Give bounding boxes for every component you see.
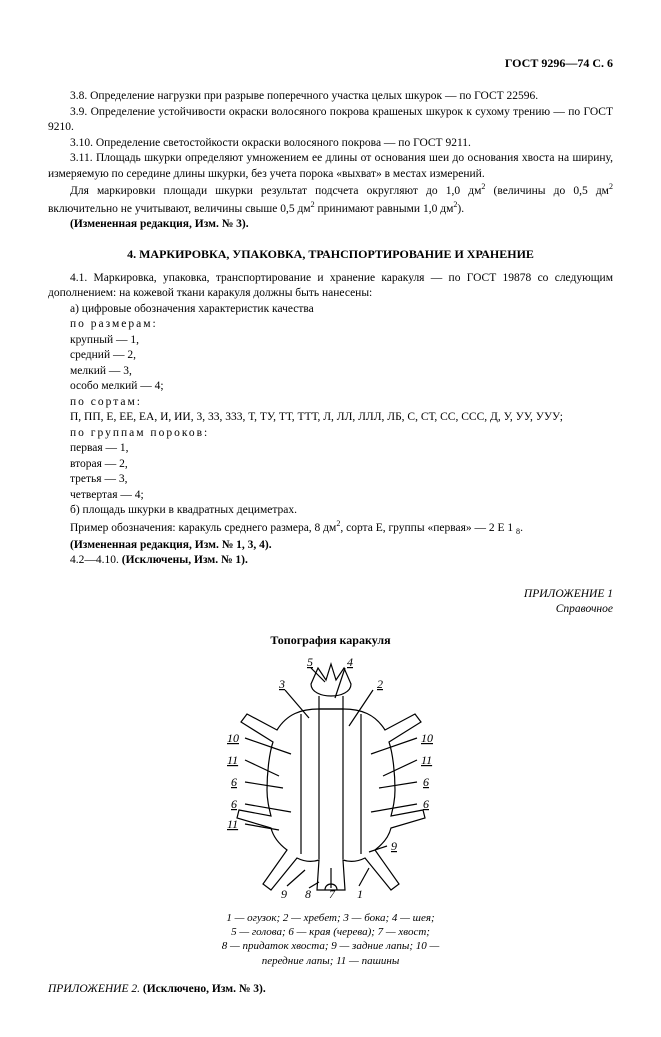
fig-label-10l: 10 (227, 731, 239, 745)
item-b: б) площадь шкурки в квадратных дециметра… (48, 503, 613, 519)
fig-label-3: 3 (278, 677, 285, 691)
caption-line: 5 — голова; 6 — края (черева); 7 — хвост… (231, 926, 430, 938)
label-sizes: по размерам: (48, 317, 613, 333)
paragraph-3-10: 3.10. Определение светостойкости окраски… (48, 136, 613, 152)
label-sorts: по сортам: (48, 395, 613, 411)
figure-title: Топография каракуля (48, 632, 613, 648)
caption-line: 8 — придаток хвоста; 9 — задние лапы; 10… (222, 940, 440, 952)
figure-wrap: 3 5 4 2 10 11 6 6 11 10 11 6 6 9 8 7 1 9 (48, 654, 613, 905)
text-fragment: . (520, 522, 523, 534)
defect-row: третья — 3, (48, 472, 613, 488)
size-row: мелкий — 3, (48, 364, 613, 380)
size-row: средний — 2, (48, 348, 613, 364)
text-fragment: 4.2—4.10. (70, 554, 122, 566)
fig-label-11l2: 11 (227, 817, 238, 831)
edit-note-3-11: (Измененная редакция, Изм. № 3). (48, 217, 613, 233)
appendix-2-label: ПРИЛОЖЕНИЕ 2. (48, 983, 143, 995)
document-page: ГОСТ 9296—74 С. 6 3.8. Определение нагру… (0, 0, 661, 1037)
paragraph-3-11-a: 3.11. Площадь шкурки определяют умножени… (48, 151, 613, 182)
fig-label-11r: 11 (421, 753, 432, 767)
defect-row: первая — 1, (48, 441, 613, 457)
figure-caption: 1 — огузок; 2 — хребет; 3 — бока; 4 — ше… (181, 911, 481, 968)
paragraph-3-8: 3.8. Определение нагрузки при разрыве по… (48, 89, 613, 105)
fig-label-6r: 6 (423, 775, 429, 789)
text-fragment: принимают равными 1,0 дм (315, 202, 454, 214)
appendix-2-line: ПРИЛОЖЕНИЕ 2. (Исключено, Изм. № 3). (48, 982, 613, 998)
example-line: Пример обозначения: каракуль среднего ра… (48, 519, 613, 538)
item-a: а) цифровые обозначения характеристик ка… (48, 302, 613, 318)
size-row: крупный — 1, (48, 333, 613, 349)
fig-label-9r: 9 (391, 839, 397, 853)
sorts-list: П, ПП, Е, ЕЕ, ЕА, И, ИИ, 3, 33, 333, Т, … (48, 410, 613, 426)
appendix-label: ПРИЛОЖЕНИЕ 1 (524, 588, 613, 600)
fig-label-10r: 10 (421, 731, 433, 745)
appendix-2-note: (Исключено, Изм. № 3). (143, 983, 266, 995)
appendix-1-header: ПРИЛОЖЕНИЕ 1 Справочное (48, 587, 613, 618)
text-fragment: Для маркировки площади шкурки результат … (70, 185, 481, 197)
paragraph-4-1-a: 4.1. Маркировка, упаковка, транспортиров… (48, 271, 613, 302)
fig-label-11l: 11 (227, 753, 238, 767)
fig-label-6l2: 6 (231, 797, 237, 811)
paragraph-4-2-4-10: 4.2—4.10. (Исключены, Изм. № 1). (48, 553, 613, 569)
superscript: 2 (609, 182, 613, 191)
fig-label-5: 5 (307, 655, 313, 669)
text-fragment: (величины до 0,5 дм (485, 185, 609, 197)
size-row: особо мелкий — 4; (48, 379, 613, 395)
label-defect-groups: по группам пороков: (48, 426, 613, 442)
caption-line: 1 — огузок; 2 — хребет; 3 — бока; 4 — ше… (226, 912, 434, 924)
section-4-title: 4. МАРКИРОВКА, УПАКОВКА, ТРАНСПОРТИРОВАН… (48, 246, 613, 262)
appendix-note: Справочное (556, 603, 613, 615)
fig-label-6r2: 6 (423, 797, 429, 811)
text-fragment: ). (457, 202, 464, 214)
edit-note-4-1: (Измененная редакция, Изм. № 1, 3, 4). (48, 538, 613, 554)
fig-label-8: 8 (305, 887, 311, 899)
fig-label-7: 7 (329, 887, 336, 899)
fig-label-9: 9 (281, 887, 287, 899)
fig-label-4: 4 (347, 655, 353, 669)
page-header: ГОСТ 9296—74 С. 6 (48, 55, 613, 71)
fig-label-2: 2 (377, 677, 383, 691)
text-fragment: (Исключены, Изм. № 1). (122, 554, 248, 566)
paragraph-3-9: 3.9. Определение устойчивости окраски во… (48, 105, 613, 136)
karakul-topography-diagram: 3 5 4 2 10 11 6 6 11 10 11 6 6 9 8 7 1 9 (201, 654, 461, 899)
paragraph-3-11-b: Для маркировки площади шкурки результат … (48, 182, 613, 217)
fig-label-6l: 6 (231, 775, 237, 789)
defect-row: четвертая — 4; (48, 488, 613, 504)
caption-line: передние лапы; 11 — пашины (262, 955, 400, 967)
defect-row: вторая — 2, (48, 457, 613, 473)
text-fragment: , сорта Е, группы «первая» — 2 Е 1 (340, 522, 516, 534)
text-fragment: включительно не учитывают, величины свыш… (48, 202, 311, 214)
text-fragment: Пример обозначения: каракуль среднего ра… (70, 522, 336, 534)
fig-label-1: 1 (357, 887, 363, 899)
